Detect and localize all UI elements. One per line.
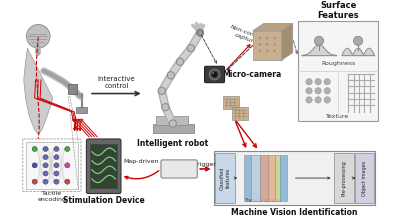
Bar (68, 83, 77, 94)
Text: Object images: Object images (362, 160, 367, 196)
Circle shape (32, 163, 37, 168)
Bar (223, 96, 239, 109)
Circle shape (315, 97, 321, 103)
Circle shape (43, 179, 48, 184)
Bar (76, 107, 87, 113)
Circle shape (54, 146, 59, 152)
Circle shape (212, 72, 214, 74)
Circle shape (43, 171, 48, 176)
Text: Micro-camera: Micro-camera (222, 70, 281, 79)
Circle shape (211, 71, 218, 78)
Circle shape (209, 69, 220, 80)
Circle shape (167, 72, 174, 79)
Text: Pre-processing: Pre-processing (341, 160, 346, 196)
Circle shape (54, 171, 59, 176)
Text: Interactive
control: Interactive control (98, 76, 135, 89)
Circle shape (176, 58, 184, 65)
Circle shape (259, 49, 261, 52)
Circle shape (43, 146, 48, 152)
Circle shape (273, 43, 276, 46)
Bar (253, 31, 282, 60)
Circle shape (162, 104, 169, 111)
Circle shape (306, 88, 312, 94)
Circle shape (32, 179, 37, 184)
Circle shape (43, 163, 48, 168)
Text: Non-contact
capture: Non-contact capture (228, 25, 267, 48)
Bar (251, 155, 260, 201)
Text: Intelligent robot: Intelligent robot (137, 139, 208, 148)
Text: MCU: MCU (169, 164, 189, 174)
Circle shape (354, 36, 363, 45)
Polygon shape (24, 48, 53, 135)
Circle shape (54, 155, 59, 160)
Circle shape (266, 43, 268, 46)
Circle shape (273, 37, 276, 39)
Text: Map-driven: Map-driven (123, 158, 159, 164)
Text: Stimulation Device: Stimulation Device (63, 196, 144, 205)
Circle shape (169, 120, 176, 127)
Circle shape (65, 163, 70, 168)
Circle shape (26, 24, 50, 48)
Circle shape (54, 179, 59, 184)
Bar (298, 21, 378, 121)
Bar (153, 124, 194, 133)
Circle shape (266, 37, 268, 39)
Text: Texture: Texture (326, 114, 350, 119)
Circle shape (259, 37, 261, 39)
Text: Tactile
encoding: Tactile encoding (38, 191, 66, 202)
Bar (275, 155, 280, 201)
Circle shape (306, 97, 312, 103)
Circle shape (187, 44, 194, 52)
Text: Classified
features: Classified features (220, 166, 231, 190)
FancyBboxPatch shape (86, 139, 121, 194)
FancyBboxPatch shape (161, 160, 197, 178)
Circle shape (273, 49, 276, 52)
Bar (216, 153, 236, 203)
Polygon shape (253, 24, 293, 31)
Circle shape (315, 88, 321, 94)
Circle shape (54, 163, 59, 168)
Text: Surface
Features: Surface Features (317, 1, 359, 20)
Bar (26, 142, 78, 189)
Bar (280, 155, 287, 201)
Bar (214, 151, 375, 205)
Circle shape (259, 43, 261, 46)
Circle shape (306, 78, 312, 85)
Bar (355, 153, 374, 203)
Circle shape (197, 30, 203, 35)
Polygon shape (282, 24, 293, 60)
FancyBboxPatch shape (204, 66, 224, 83)
Circle shape (65, 179, 70, 184)
Circle shape (266, 49, 268, 52)
Text: Roughness: Roughness (321, 61, 355, 66)
Circle shape (324, 88, 330, 94)
Circle shape (158, 87, 166, 94)
Text: Trained models: Trained models (244, 198, 281, 203)
Circle shape (65, 146, 70, 152)
Bar (260, 155, 268, 201)
Bar (232, 107, 248, 120)
Text: Machine Vision Identification: Machine Vision Identification (231, 208, 358, 217)
Circle shape (324, 97, 330, 103)
Text: Trigger: Trigger (194, 162, 216, 167)
Circle shape (314, 36, 324, 45)
Circle shape (43, 155, 48, 160)
Bar (90, 145, 117, 188)
Bar (244, 155, 251, 201)
Circle shape (196, 29, 204, 36)
Bar (334, 153, 354, 203)
Circle shape (32, 146, 37, 152)
Bar (156, 116, 188, 125)
Circle shape (324, 78, 330, 85)
Circle shape (315, 78, 321, 85)
Bar (268, 155, 276, 201)
